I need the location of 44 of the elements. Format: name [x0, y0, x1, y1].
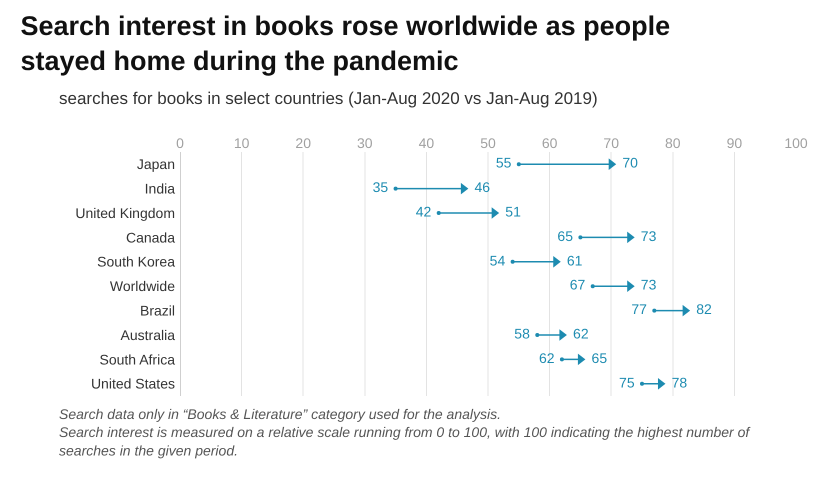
- x-tick-label: 50: [480, 135, 496, 152]
- data-label: 73: [636, 276, 657, 293]
- x-tick-label: 40: [418, 135, 434, 152]
- y-tick-label: Japan: [136, 156, 175, 172]
- data-label: 65: [557, 228, 577, 244]
- data-label: 54: [490, 252, 510, 268]
- chart-title: Search interest in books rose worldwide as people stayed home during the pandemic: [20, 11, 670, 76]
- data-label: 67: [570, 276, 590, 293]
- data-label: 55: [496, 154, 516, 171]
- data-label: 82: [692, 301, 712, 318]
- data-label: 75: [619, 374, 638, 390]
- data-label: 73: [636, 228, 657, 244]
- y-tick-label: Brazil: [140, 302, 175, 318]
- data-label: 51: [501, 204, 522, 220]
- y-tick-label: India: [144, 180, 176, 196]
- x-tick-label: 60: [542, 135, 558, 152]
- y-tick-label: Worldwide: [110, 278, 176, 294]
- data-label: 61: [563, 252, 583, 268]
- y-tick-label: United Kingdom: [75, 204, 175, 221]
- data-label: 62: [538, 350, 558, 366]
- data-label: 58: [514, 326, 534, 342]
- data-label: 70: [618, 154, 638, 171]
- y-tick-label: United States: [90, 376, 175, 392]
- x-tick-label: 10: [234, 135, 250, 152]
- x-tick-label: 0: [176, 135, 184, 152]
- data-label: 78: [668, 374, 688, 390]
- data-label: 65: [588, 350, 608, 366]
- y-tick-label: Canada: [126, 229, 176, 246]
- x-tick-label: 20: [295, 135, 312, 152]
- x-tick-label: 70: [603, 135, 620, 152]
- x-tick-label: 90: [726, 135, 742, 152]
- x-tick-label: 80: [665, 135, 681, 152]
- y-tick-label: South Korea: [97, 254, 176, 270]
- y-tick-label: Australia: [120, 326, 176, 343]
- x-tick-label: 100: [784, 135, 808, 152]
- chart-subtitle: searches for books in select countries (Jan-Aug 2020 vs Jan-Aug 2019): [59, 89, 598, 108]
- data-label: 62: [569, 326, 589, 342]
- data-label: 35: [372, 179, 392, 196]
- data-label: 42: [416, 204, 436, 220]
- text: Search data only in “Books & Literature” category used for the analysis. Search interest is measured on a relative scale running from 0 to 100, with 100 indicating the highest number of searches in the given period.: [59, 406, 752, 458]
- y-tick-label: South Africa: [100, 351, 176, 368]
- data-label: 77: [631, 301, 651, 318]
- x-tick-label: 30: [357, 135, 373, 152]
- data-label: 46: [470, 179, 490, 196]
